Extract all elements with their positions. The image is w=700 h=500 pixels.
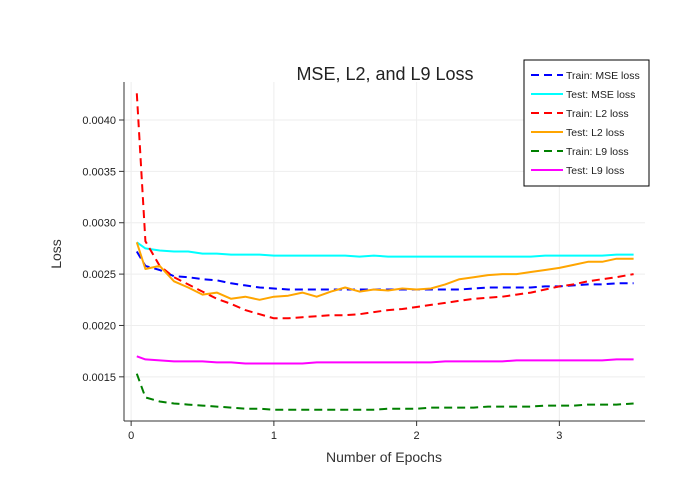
series-line-train-l9-loss [135,373,634,411]
y-tick-label: 0.0025 [82,269,116,281]
series-line-train-mse-loss [135,250,634,291]
x-tick-label: 1 [271,430,277,442]
y-tick-label: 0.0035 [82,166,116,178]
x-tick-label: 3 [556,430,562,442]
legend-label: Train: L2 loss [566,108,629,120]
series-layer [135,93,634,411]
y-tick-label: 0.0020 [82,320,116,332]
legend-label: Train: MSE loss [566,70,640,82]
chart-title: MSE, L2, and L9 Loss [296,64,473,84]
grid [124,82,645,421]
y-tick-label: 0.0040 [82,115,116,127]
series-line-test-l2-loss [135,241,634,301]
x-tick-label: 2 [414,430,420,442]
y-tick-label: 0.0015 [82,372,116,384]
x-ticks: 0 1 2 3 [128,421,562,442]
legend-label: Train: L9 loss [566,146,629,158]
legend: Train: MSE loss Test: MSE loss Train: L2 l… [523,59,650,187]
x-tick-label: 0 [128,430,134,442]
legend-label: Test: L9 loss [566,165,624,177]
legend-items: Train: MSE loss Test: MSE loss Train: L2 l… [531,70,640,177]
y-ticks: 0.0015 0.0020 0.0025 0.0030 0.0035 0.0040 [82,115,124,384]
legend-label: Test: L2 loss [566,127,624,139]
y-axis-title: Loss [48,239,64,269]
legend-label: Test: MSE loss [566,89,635,101]
series-line-train-l2-loss [135,93,634,320]
series-line-test-mse-loss [136,241,634,258]
x-axis-title: Number of Epochs [326,449,442,465]
y-tick-label: 0.0030 [82,218,116,230]
legend-box [523,59,650,187]
series-line-test-l9-loss [136,355,634,365]
axes [123,82,645,422]
